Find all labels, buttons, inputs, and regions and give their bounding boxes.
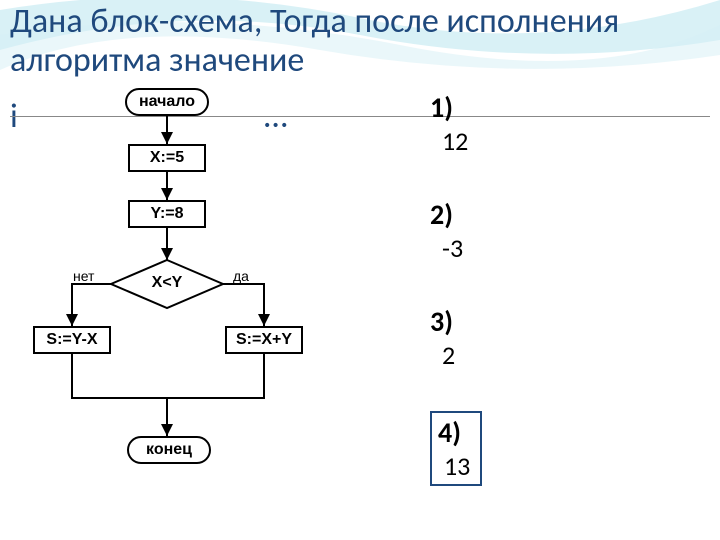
answer-4-val: 13 [444,450,470,482]
answer-1: 1) 12 [430,90,590,157]
answer-2-val: -3 [442,232,590,264]
answer-2-num: 2) [430,197,590,232]
flowchart-node-start: начало [125,88,209,116]
flowchart-node-assignY: Y:=8 [128,200,206,228]
flowchart-node-sRight: S:=X+Y [225,326,303,354]
answer-3-num: 3) [430,304,590,339]
flowchart-node-end: конец [127,436,211,464]
answer-3-val: 2 [442,339,590,371]
answer-3: 3) 2 [430,304,590,371]
flowchart-edge-label-no: нет [73,268,94,284]
answer-4-highlight: 4) 13 [430,411,482,486]
answer-1-val: 12 [442,125,590,157]
flowchart-node-cond: X<Y [137,274,197,292]
flowchart-node-assignX: X:=5 [128,144,206,172]
flowchart: начало X:=5 Y:=8 X<Y S:=Y-X S:=X+Y конец нет да [25,88,345,528]
answer-2: 2) -3 [430,197,590,264]
flowchart-edge-label-yes: да [233,268,249,284]
answer-4-num: 4) [438,415,470,450]
flowchart-node-sLeft: S:=Y-X [33,326,111,354]
answer-list: 1) 12 2) -3 3) 2 4) 13 [430,90,590,486]
slide-title: Дана блок-схема, Тогда после исполнения … [10,2,710,80]
answer-1-num: 1) [430,90,590,125]
